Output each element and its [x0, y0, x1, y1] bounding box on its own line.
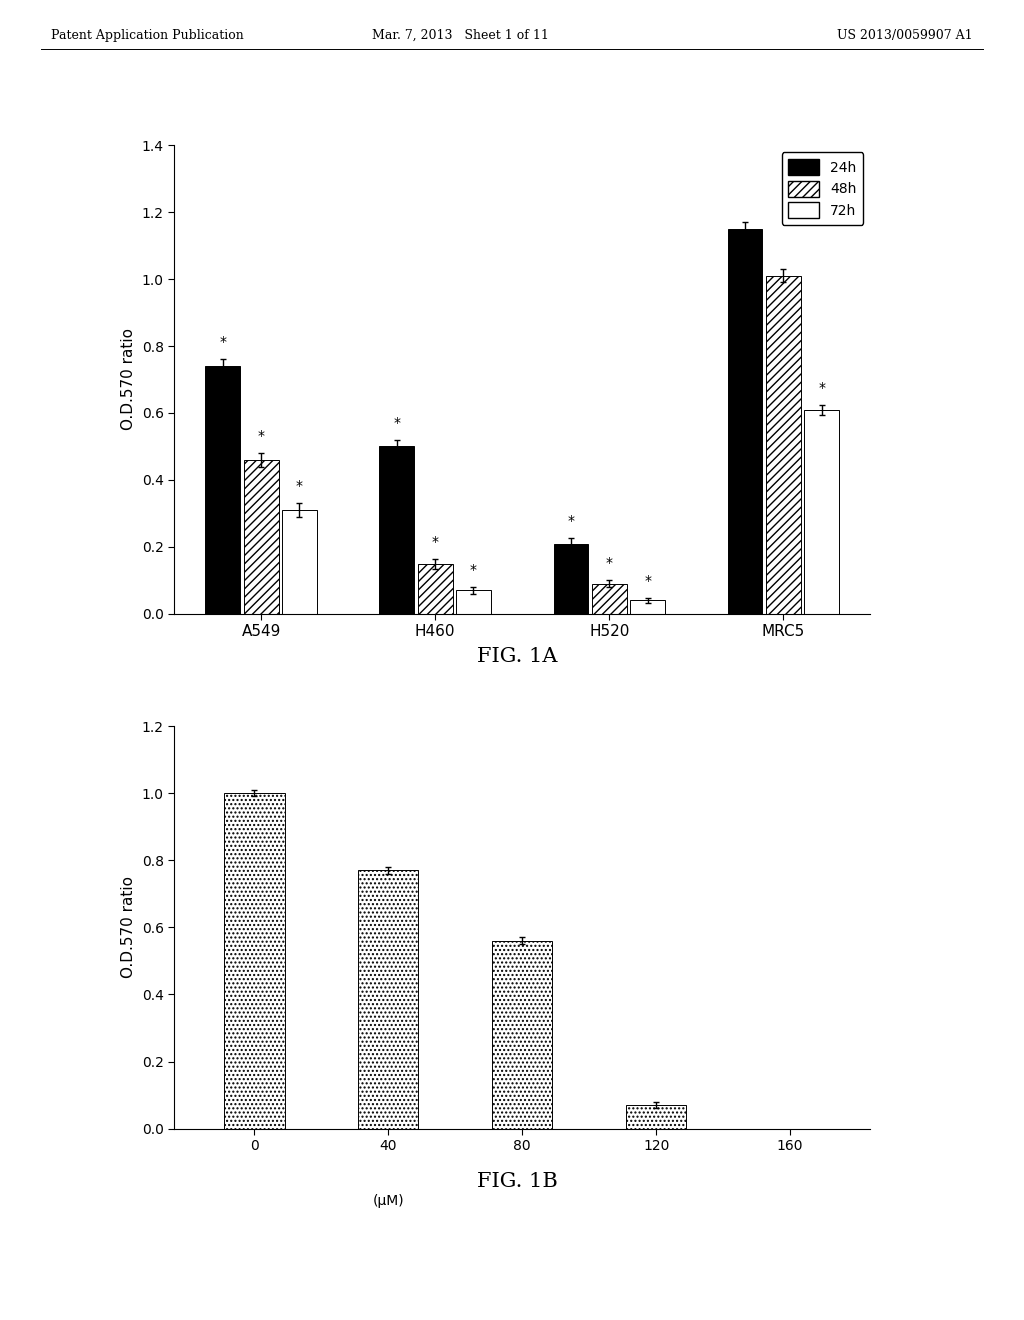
- Bar: [380, 446, 415, 614]
- Bar: [554, 544, 589, 614]
- Text: *: *: [470, 564, 477, 577]
- Text: Patent Application Publication: Patent Application Publication: [51, 29, 244, 42]
- Text: Mar. 7, 2013   Sheet 1 of 11: Mar. 7, 2013 Sheet 1 of 11: [373, 29, 549, 42]
- Text: US 2013/0059907 A1: US 2013/0059907 A1: [838, 29, 973, 42]
- Text: FIG. 1B: FIG. 1B: [477, 1172, 557, 1191]
- Bar: [358, 870, 419, 1129]
- Text: *: *: [606, 556, 612, 570]
- Bar: [760, 1129, 820, 1170]
- Bar: [244, 459, 279, 614]
- Text: *: *: [219, 335, 226, 350]
- Bar: [224, 793, 285, 1129]
- Bar: [766, 276, 801, 614]
- Y-axis label: O.D.570 ratio: O.D.570 ratio: [121, 876, 136, 978]
- Bar: [456, 590, 490, 614]
- Text: FIG. 1A: FIG. 1A: [477, 647, 557, 665]
- Text: *: *: [644, 574, 651, 587]
- Text: *: *: [296, 479, 303, 494]
- Text: *: *: [432, 535, 438, 549]
- Text: *: *: [567, 515, 574, 528]
- Bar: [493, 941, 552, 1129]
- Text: (μM): (μM): [373, 1195, 404, 1208]
- Bar: [626, 1105, 686, 1129]
- Bar: [282, 510, 316, 614]
- Bar: [206, 366, 241, 614]
- Text: *: *: [258, 429, 264, 444]
- Y-axis label: O.D.570 ratio: O.D.570 ratio: [121, 329, 136, 430]
- Text: *: *: [393, 416, 400, 430]
- Bar: [728, 228, 763, 614]
- Bar: [804, 409, 839, 614]
- Legend: 24h, 48h, 72h: 24h, 48h, 72h: [781, 152, 863, 226]
- Bar: [630, 601, 665, 614]
- Text: *: *: [818, 380, 825, 395]
- Bar: [592, 583, 627, 614]
- Bar: [418, 564, 453, 614]
